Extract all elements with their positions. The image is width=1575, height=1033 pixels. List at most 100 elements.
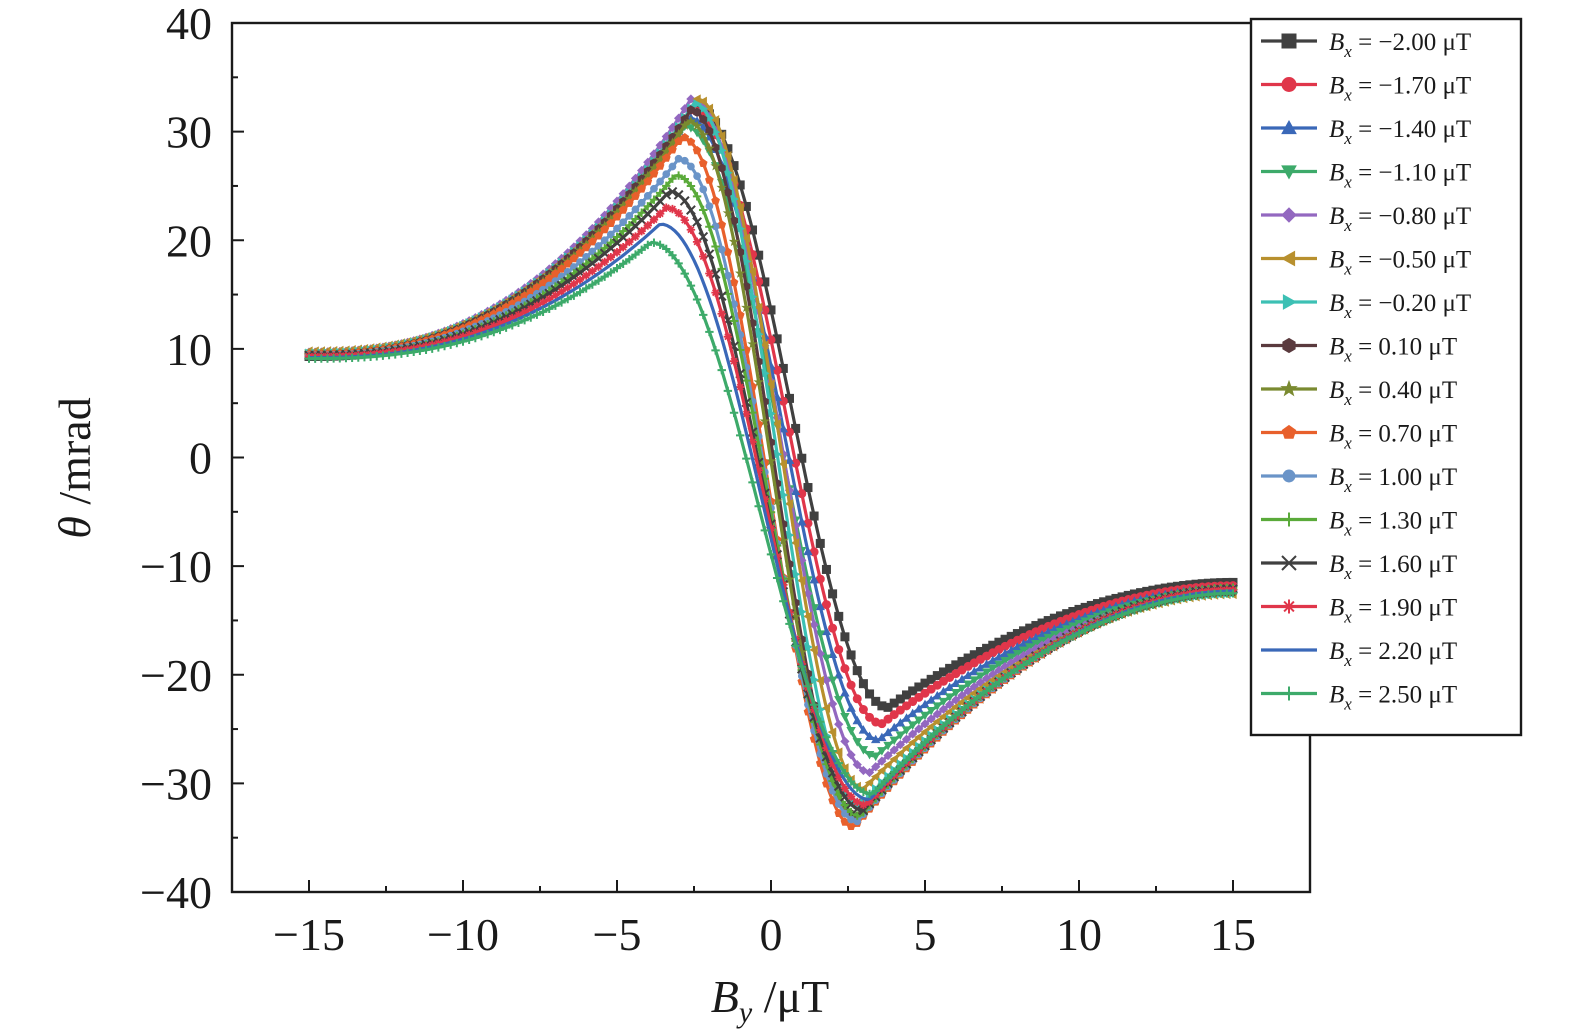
data-point [686,225,696,234]
data-point [883,750,893,761]
data-point [840,632,850,642]
data-point [594,276,603,285]
legend-marker [1281,119,1297,135]
data-point [932,709,942,719]
y-tick-label: 40 [166,0,212,49]
data-point [606,238,616,247]
legend-label: Bx = 2.20 μT [1329,638,1457,670]
data-point [661,189,672,200]
legend-marker [1281,555,1297,571]
legend-marker [1281,424,1297,439]
data-point [452,338,462,348]
data-point [705,175,714,184]
data-point [797,453,807,463]
data-point [662,181,671,191]
data-point [871,762,881,772]
data-point [834,645,844,655]
data-point [890,767,899,777]
data-point [754,502,763,511]
data-point [914,743,924,753]
data-point [637,226,646,236]
data-point [1031,652,1041,662]
data-point [883,741,893,751]
data-point [662,170,671,179]
data-point [1087,623,1096,632]
data-point [859,800,868,809]
data-point [557,264,566,273]
data-point [877,732,887,742]
data-point [976,691,985,700]
data-point [1099,617,1108,627]
data-point [840,688,850,697]
data-point [994,677,1004,687]
data-point [618,226,628,236]
data-point [840,769,850,778]
data-point [538,307,548,317]
data-point [697,129,709,140]
data-point [864,777,874,788]
data-point [723,386,733,396]
data-point [741,302,752,313]
data-point [1154,598,1164,608]
legend-marker [1282,512,1296,527]
data-point [717,309,726,318]
data-point [704,103,714,114]
data-point [846,650,856,660]
legend-label: Bx = 1.60 μT [1329,551,1457,583]
data-point [489,321,498,331]
data-point [791,641,800,650]
data-point [631,214,640,224]
legend-label: Bx = −0.80 μT [1329,203,1471,235]
legend-item: Bx = −1.10 μT [1261,160,1471,192]
data-point [896,761,905,771]
data-point [722,207,734,218]
legend-item: Bx = −1.40 μT [1261,116,1471,148]
legend-item: Bx = 1.30 μT [1261,508,1457,540]
data-point [883,774,893,783]
data-point [926,714,936,724]
data-point [673,128,684,139]
legend-label: Bx = 1.00 μT [1329,464,1457,496]
data-point [834,669,844,679]
data-point [729,408,739,417]
data-point [834,758,843,768]
x-tick-label: 15 [1210,909,1256,960]
data-point [747,338,758,349]
data-point [858,765,869,776]
data-point [981,668,992,677]
data-point [907,708,918,718]
data-point [988,682,997,691]
data-point [551,291,560,300]
data-point [742,409,751,419]
legend-item: Bx = 0.70 μT [1261,421,1457,453]
data-point [797,517,807,526]
legend-item: Bx = 0.10 μT [1261,334,1457,366]
data-point [588,280,597,289]
data-point [914,692,924,702]
data-point [600,225,610,234]
legend-marker [1280,379,1298,397]
data-point [828,759,837,769]
data-point [649,169,659,178]
data-point [612,248,622,257]
legend-marker [1281,207,1297,223]
data-point [742,454,751,463]
data-point [877,780,887,789]
axes-layer: −15 −10 −5 0 5 10 15 −40 −30 −20 −10 0 10 20 30 40 [140,0,1312,960]
legend-item: Bx = 2.50 μT [1261,682,1457,714]
data-point [815,675,824,686]
legend-label: Bx = −0.50 μT [1329,247,1471,279]
data-point [729,357,739,366]
data-point [1037,649,1047,658]
data-point [631,232,640,241]
legend-marker [1282,599,1296,614]
data-point [859,787,868,797]
data-point [699,114,708,124]
data-point [784,499,794,509]
data-point [790,486,801,496]
data-point [514,310,523,320]
data-point [827,727,837,737]
data-point [796,575,806,586]
data-point [1173,594,1182,604]
data-point [877,747,887,756]
